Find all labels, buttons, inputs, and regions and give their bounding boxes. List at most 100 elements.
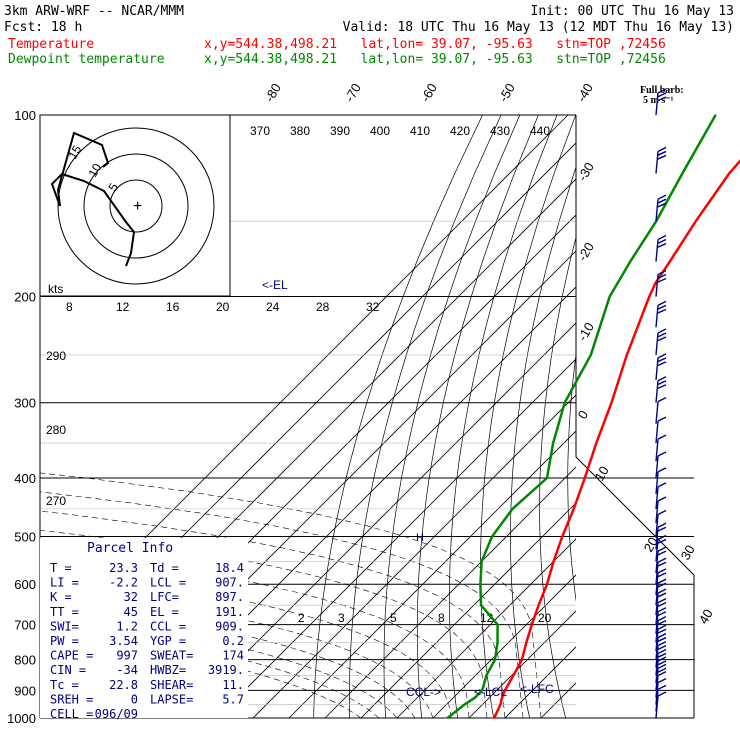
wind-barb [655, 416, 667, 444]
dewpoint-point [714, 114, 717, 116]
parcel-info-cell: 096/09 [95, 707, 138, 721]
temperature-point [561, 535, 564, 538]
mixing-ratio-label: 8 [66, 300, 73, 314]
isotherm-label: 10 [592, 463, 612, 483]
temperature-point [512, 674, 515, 677]
wind-barb [655, 194, 667, 222]
parcel-info-title: Parcel Info [87, 541, 173, 556]
parcel-info-cell: 3.54 [109, 634, 138, 648]
mixing-ratio-label: 5 [390, 611, 397, 625]
temperature-location: x,y=544.38,498.21 lat,lon= 39.07, -95.63… [204, 37, 666, 52]
wind-barb [655, 234, 667, 262]
wind-barb [655, 557, 667, 585]
lfc-marker: <-LFC [520, 682, 554, 696]
mixing-ratio-label: 24 [266, 300, 280, 314]
dry-adiabat-labels: 290 280 270 [46, 349, 66, 508]
mixing-ratio-labels: 8 12 16 20 24 28 322 3 5 8 12 20 [66, 300, 552, 625]
temperature-point [501, 696, 503, 699]
mixing-ratio-label: 20 [216, 300, 230, 314]
isotherm-label: -80 [262, 81, 284, 105]
parcel-info-cell: 11. [222, 678, 244, 692]
temperature-point [499, 703, 502, 706]
dewpoint-point [463, 703, 466, 706]
pressure-label: 500 [14, 529, 36, 544]
parcel-info-cell: 3919. [208, 663, 244, 677]
mixing-ratio-label: 20 [538, 611, 552, 625]
parcel-info-cell: LFC= [150, 590, 179, 604]
parcel-info-cell: CIN = [50, 663, 86, 677]
wind-barbs [655, 88, 667, 719]
temperature-point [521, 658, 523, 661]
isotherm-label: -60 [418, 81, 440, 105]
lcl-marker: <-LCL [474, 685, 507, 699]
pressure-label: 200 [14, 290, 36, 305]
isotherm-label: -30 [575, 160, 597, 184]
isotherm-label: -20 [575, 240, 597, 264]
theta-label: 440 [530, 124, 550, 138]
pressure-label: 100 [14, 108, 36, 123]
dewpoint-point [479, 583, 482, 585]
dry-adiabat-label: 270 [46, 494, 66, 508]
pressure-label: 900 [14, 683, 36, 698]
hodograph-ring-15 [57, 127, 215, 285]
dewpoint-point [474, 696, 476, 699]
temperature-point [572, 508, 575, 510]
dewpoint-point [629, 260, 631, 263]
hodograph-label-15: 15 [65, 143, 84, 162]
dewpoint-location: x,y=544.38,498.21 lat,lon= 39.07, -95.63… [204, 52, 666, 67]
temperature-point [584, 477, 586, 479]
init-time: Init: 00 UTC Thu 16 May 13 [531, 4, 735, 19]
parcel-info-cell: 18.4 [215, 561, 244, 575]
wind-barb [655, 467, 667, 494]
dewpoint-point [681, 172, 684, 175]
temperature-legend: Temperature [8, 37, 94, 52]
wind-barb [655, 578, 667, 606]
parcel-info-cell: Tc = [50, 678, 79, 692]
temperature-point [504, 689, 506, 692]
theta-labels: 370 380 390 400 410 420 430 440 [250, 124, 550, 138]
dry-adiabat-label: 280 [46, 423, 66, 437]
dewpoint-point [563, 401, 566, 404]
mixing-ratio-label: 16 [166, 300, 180, 314]
isotherm-label: 30 [678, 542, 698, 562]
parcel-info-cell: LI = [50, 576, 79, 590]
parcel-info-cell: 32 [124, 590, 138, 604]
parcel-info-cell: -2.2 [109, 576, 138, 590]
parcel-info-box: Parcel Info T = 23.3 Td = 18.4 LI = -2.2 LCL =… [40, 538, 248, 721]
dewpoint-point [494, 658, 496, 661]
parcel-info-cell: YGP = [150, 634, 186, 648]
wind-barb [655, 607, 667, 634]
temperature-point [695, 220, 697, 222]
isotherm-label: 40 [696, 606, 716, 626]
parcel-info-cell: 909. [215, 619, 244, 633]
forecast-hour: Fcst: 18 h [4, 20, 82, 35]
parcel-marker: H [416, 532, 424, 544]
wind-barb [655, 568, 667, 595]
parcel-info-cell: HWBZ= [150, 663, 186, 677]
wind-barb [655, 434, 667, 462]
dewpoint-point [491, 535, 493, 538]
mixing-ratio-label: 2 [298, 611, 305, 625]
parcel-info-cell: CCL = [150, 619, 186, 633]
wind-barb [655, 496, 667, 524]
wind-barb [655, 328, 667, 356]
temperature-point [728, 172, 730, 175]
model-title: 3km ARW-WRF -- NCAR/MMM [4, 4, 184, 19]
wind-barb [655, 624, 667, 652]
wind-barb [655, 300, 667, 328]
wind-barb [655, 353, 667, 380]
isotherm-label: -10 [575, 320, 597, 344]
pressure-label: 1000 [7, 711, 36, 726]
level-annotations: <-EL CCL-> <-LCL <-LFC H [262, 278, 554, 699]
pressure-label: 400 [14, 471, 36, 486]
mixing-ratio-label: 8 [438, 611, 445, 625]
parcel-info-cell: 5.7 [222, 692, 244, 706]
temperature-point [546, 583, 548, 585]
parcel-info-cell: SHEAR= [150, 678, 193, 692]
wind-barb [655, 588, 667, 616]
theta-label: 370 [250, 124, 270, 138]
hodograph: + 5 10 15 kts [39, 114, 231, 297]
header: 3km ARW-WRF -- NCAR/MMM Init: 00 UTC Thu… [4, 4, 734, 67]
dewpoint-point [481, 689, 484, 692]
